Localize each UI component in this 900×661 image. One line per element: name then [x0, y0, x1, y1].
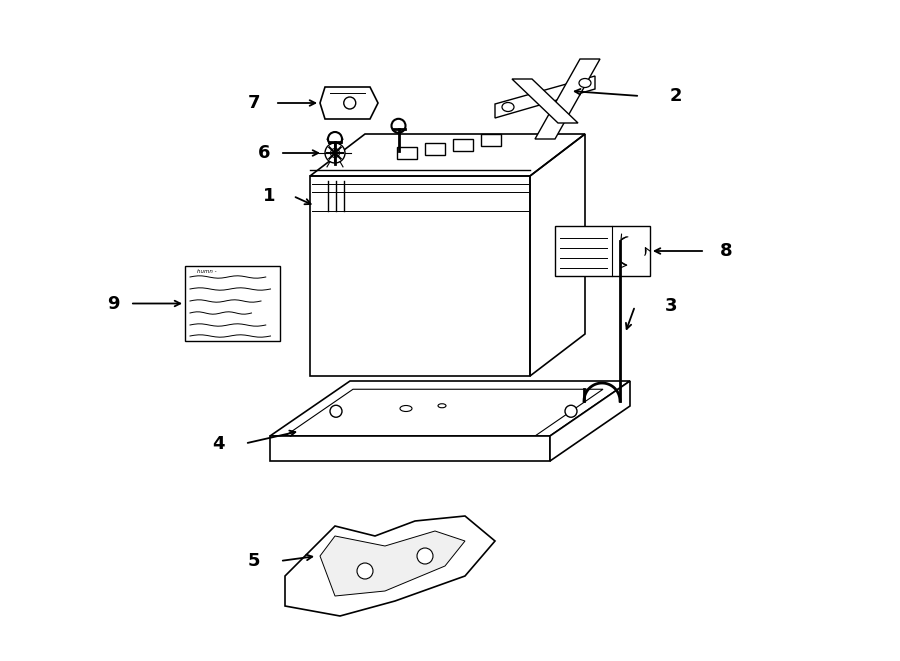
Circle shape — [330, 405, 342, 417]
Circle shape — [328, 132, 342, 146]
Bar — [185, 266, 280, 341]
Polygon shape — [453, 139, 472, 151]
Text: 9: 9 — [107, 295, 120, 313]
Polygon shape — [550, 381, 630, 461]
Bar — [555, 226, 650, 276]
Polygon shape — [320, 87, 378, 119]
Polygon shape — [481, 134, 500, 146]
Ellipse shape — [579, 79, 591, 87]
Text: 2: 2 — [670, 87, 682, 105]
Polygon shape — [535, 59, 600, 139]
Text: humn -: humn - — [197, 269, 217, 274]
Text: 3: 3 — [665, 297, 678, 315]
Circle shape — [325, 143, 345, 163]
Polygon shape — [320, 531, 465, 596]
Circle shape — [330, 149, 339, 157]
Text: 1: 1 — [263, 187, 275, 205]
Polygon shape — [512, 79, 578, 123]
Polygon shape — [270, 436, 550, 461]
Text: 4: 4 — [212, 434, 225, 453]
Text: 7: 7 — [248, 94, 260, 112]
Text: 6: 6 — [257, 144, 270, 162]
Text: 5: 5 — [248, 552, 260, 570]
Circle shape — [565, 405, 577, 417]
Circle shape — [392, 119, 406, 133]
Polygon shape — [397, 147, 417, 159]
Polygon shape — [425, 143, 445, 155]
Circle shape — [357, 563, 373, 579]
Text: 8: 8 — [720, 242, 733, 260]
Polygon shape — [270, 381, 630, 436]
Ellipse shape — [502, 102, 514, 112]
Polygon shape — [495, 76, 595, 118]
Circle shape — [417, 548, 433, 564]
Polygon shape — [285, 516, 495, 616]
